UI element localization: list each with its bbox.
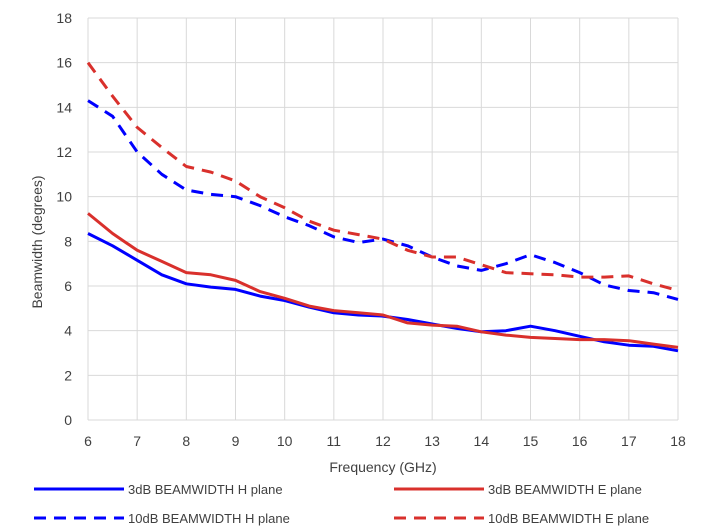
series-line-2 xyxy=(87,212,679,349)
x-tick-label-13: 13 xyxy=(424,433,440,449)
legend: 3dB BEAMWIDTH H plane 3dB BEAMWIDTH E pla… xyxy=(34,482,649,526)
series-lines xyxy=(86,61,679,353)
legend-label-2: 3dB BEAMWIDTH E plane xyxy=(488,482,642,497)
y-tick-label-8: 8 xyxy=(64,233,72,249)
y-tick-label-2: 2 xyxy=(64,367,72,383)
legend-label-4: 10dB BEAMWIDTH E plane xyxy=(488,511,649,526)
x-tick-labels: 6 7 8 9 10 11 12 13 14 15 16 17 18 xyxy=(84,433,686,449)
y-tick-label-0: 0 xyxy=(64,412,72,428)
x-tick-label-14: 14 xyxy=(474,433,490,449)
y-tick-labels: 0 2 4 6 8 10 12 14 16 18 xyxy=(56,10,72,428)
y-tick-label-6: 6 xyxy=(64,278,72,294)
x-tick-label-15: 15 xyxy=(523,433,539,449)
legend-label-1: 3dB BEAMWIDTH H plane xyxy=(128,482,283,497)
x-tick-label-6: 6 xyxy=(84,433,92,449)
gridlines xyxy=(87,17,679,421)
y-tick-label-10: 10 xyxy=(56,189,72,205)
x-tick-label-8: 8 xyxy=(182,433,190,449)
series-line-3 xyxy=(87,99,679,301)
y-tick-label-18: 18 xyxy=(56,10,72,26)
y-tick-label-12: 12 xyxy=(56,144,72,160)
y-tick-label-4: 4 xyxy=(64,323,72,339)
legend-label-3: 10dB BEAMWIDTH H plane xyxy=(128,511,290,526)
y-axis-title: Beamwidth (degrees) xyxy=(29,175,45,308)
y-tick-label-14: 14 xyxy=(56,99,72,115)
x-tick-label-11: 11 xyxy=(327,433,342,449)
x-tick-label-9: 9 xyxy=(232,433,240,449)
x-tick-label-17: 17 xyxy=(621,433,637,449)
x-tick-label-18: 18 xyxy=(670,433,686,449)
x-tick-label-7: 7 xyxy=(133,433,141,449)
y-tick-label-16: 16 xyxy=(56,55,72,71)
series-line-4 xyxy=(86,61,679,292)
x-tick-label-12: 12 xyxy=(375,433,391,449)
x-tick-label-16: 16 xyxy=(572,433,588,449)
x-axis-title: Frequency (GHz) xyxy=(329,459,436,475)
x-tick-label-10: 10 xyxy=(277,433,293,449)
